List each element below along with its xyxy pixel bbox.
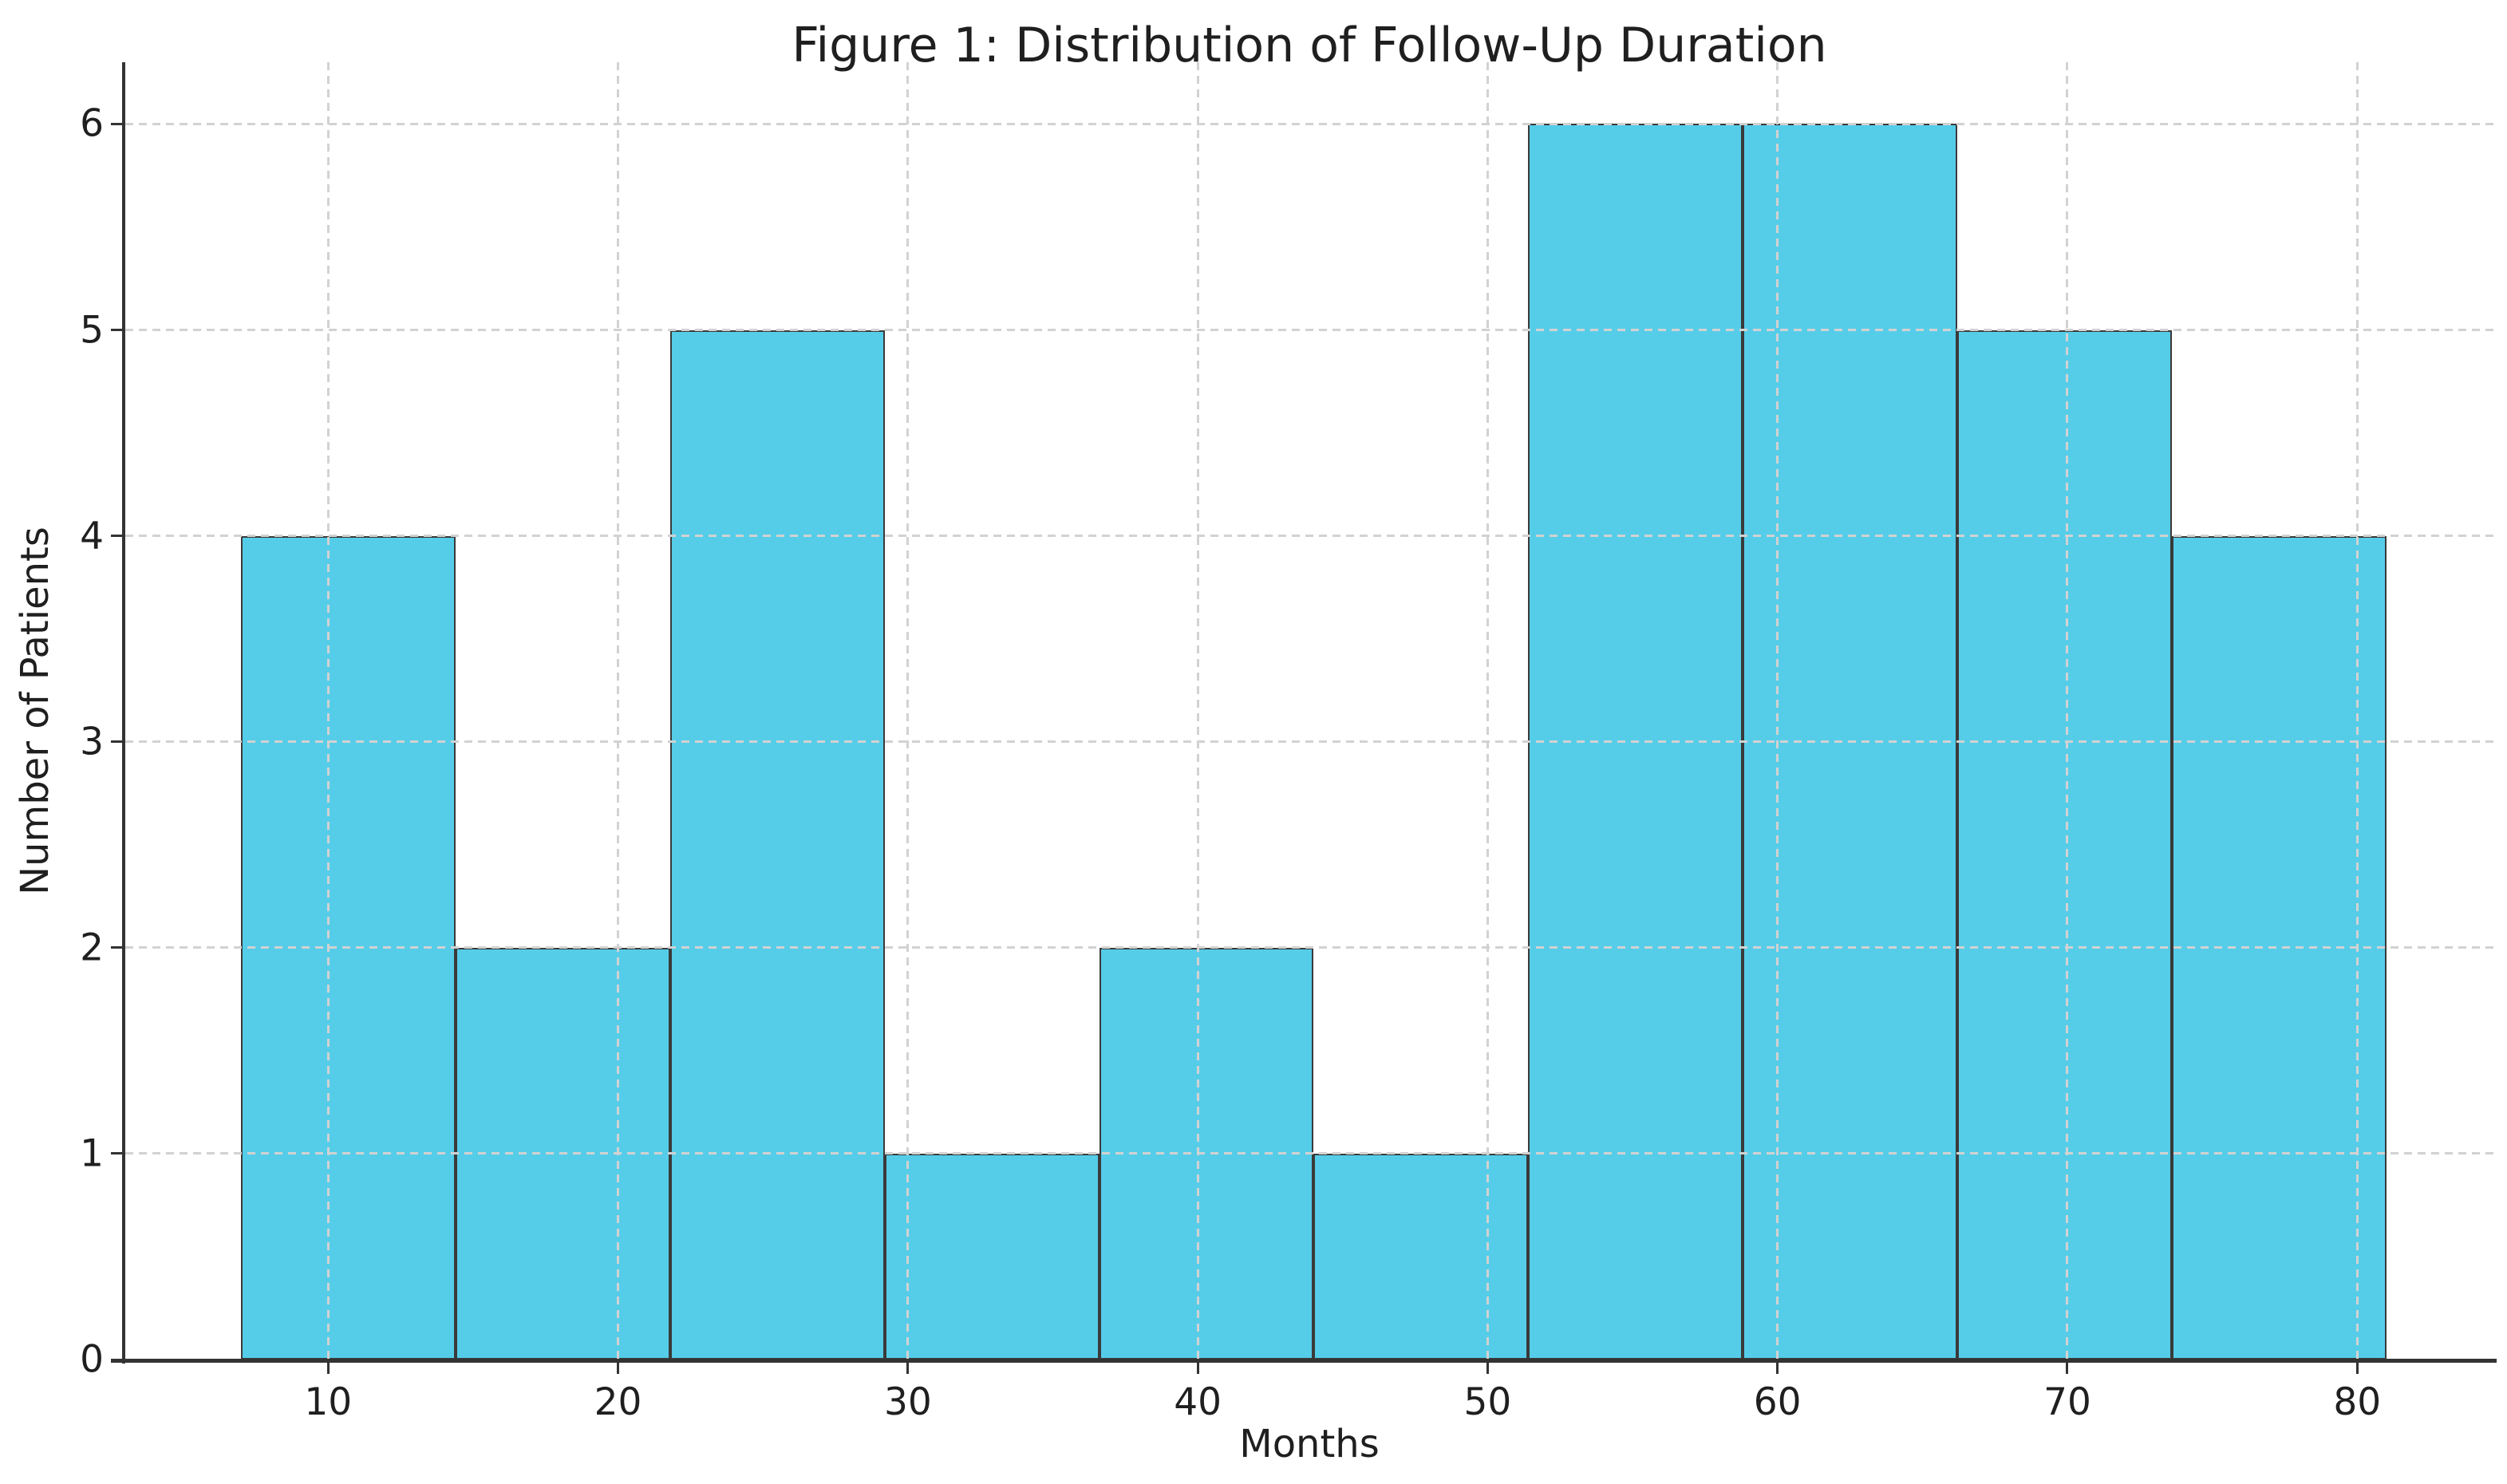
x-tick-label: 60: [1753, 1380, 1802, 1424]
x-tick-mark: [2355, 1363, 2359, 1374]
x-tick-label: 50: [1463, 1380, 1512, 1424]
gridline-horizontal: [125, 535, 2493, 538]
y-tick-label: 6: [80, 101, 104, 146]
x-tick-label: 80: [2333, 1380, 2382, 1424]
x-tick-mark: [906, 1363, 910, 1374]
gridline-vertical: [2355, 62, 2359, 1360]
y-tick-label: 0: [80, 1337, 104, 1382]
y-tick-label: 2: [80, 926, 104, 970]
histogram-bar: [1956, 330, 2172, 1360]
y-tick-label: 1: [80, 1131, 104, 1176]
x-tick-label: 30: [883, 1380, 932, 1424]
x-tick-label: 40: [1174, 1380, 1222, 1424]
gridline-horizontal: [125, 1152, 2493, 1155]
gridline-horizontal: [125, 946, 2493, 949]
gridline-horizontal: [125, 122, 2493, 125]
y-axis-label: Number of Patients: [13, 527, 57, 895]
x-tick-mark: [2066, 1363, 2069, 1374]
x-tick-mark: [1196, 1363, 1199, 1374]
y-tick-label: 3: [80, 720, 104, 764]
x-tick-mark: [617, 1363, 620, 1374]
y-tick-mark: [111, 1358, 122, 1361]
x-tick-label: 10: [304, 1380, 353, 1424]
gridline-vertical: [326, 62, 330, 1360]
x-tick-label: 20: [594, 1380, 642, 1424]
y-tick-mark: [111, 329, 122, 332]
y-tick-mark: [111, 946, 122, 949]
x-axis-spine: [111, 1359, 2497, 1363]
y-tick-mark: [111, 122, 122, 125]
gridline-horizontal: [125, 740, 2493, 744]
x-tick-mark: [1776, 1363, 1779, 1374]
gridline-vertical: [2066, 62, 2069, 1360]
y-tick-mark: [111, 1152, 122, 1155]
gridline-vertical: [1486, 62, 1489, 1360]
x-tick-mark: [326, 1363, 330, 1374]
y-axis-spine: [122, 62, 125, 1364]
y-tick-label: 4: [80, 514, 104, 558]
gridline-vertical: [1196, 62, 1199, 1360]
histogram-bar: [884, 1153, 1100, 1360]
x-tick-mark: [1486, 1363, 1489, 1374]
x-axis-label: Months: [1239, 1422, 1380, 1466]
chart-title: Figure 1: Distribution of Follow-Up Dura…: [792, 18, 1827, 73]
y-tick-mark: [111, 740, 122, 744]
histogram-bar: [1313, 1153, 1529, 1360]
histogram-bar: [669, 330, 885, 1360]
gridline-vertical: [617, 62, 620, 1360]
gridline-vertical: [906, 62, 910, 1360]
y-tick-mark: [111, 535, 122, 538]
y-tick-label: 5: [80, 308, 104, 353]
x-tick-label: 70: [2043, 1380, 2091, 1424]
gridline-vertical: [1776, 62, 1779, 1360]
gridline-horizontal: [125, 329, 2493, 332]
